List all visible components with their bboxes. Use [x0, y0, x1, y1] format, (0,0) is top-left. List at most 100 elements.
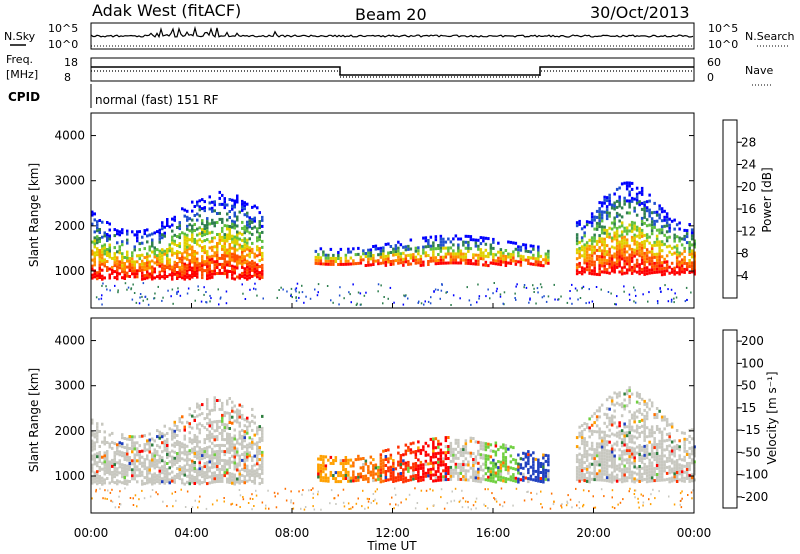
echo-cell — [608, 202, 611, 206]
speckle-cell — [395, 503, 397, 506]
speckle-cell — [454, 487, 457, 490]
echo-cell — [163, 478, 166, 482]
speckle-cell — [197, 289, 200, 291]
echo-cell — [148, 263, 151, 267]
echo-cell — [474, 473, 478, 477]
echo-cell — [547, 472, 550, 476]
echo-cell — [176, 440, 179, 443]
echo-cell — [196, 200, 199, 204]
echo-cell — [650, 431, 654, 435]
echo-cell — [685, 265, 689, 269]
echo-cell — [226, 254, 229, 258]
echo-cell — [603, 433, 606, 437]
echo-cell — [221, 404, 224, 408]
speckle-cell — [302, 489, 304, 492]
echo-cell — [206, 428, 209, 432]
echo-cell — [648, 262, 651, 266]
echo-cell — [603, 430, 606, 434]
echo-cell — [241, 226, 244, 230]
echo-cell — [588, 268, 591, 272]
echo-cell — [635, 240, 639, 244]
speckle-cell — [673, 503, 676, 506]
echo-cell — [258, 211, 261, 215]
echo-cell — [648, 479, 651, 483]
echo-cell — [585, 440, 589, 444]
echo-cell — [379, 477, 383, 481]
echo-cell — [603, 454, 606, 458]
echo-cell — [221, 247, 224, 251]
echo-cell — [332, 262, 335, 266]
echo-cell — [583, 437, 586, 441]
speckle-cell — [101, 303, 103, 306]
echo-cell — [615, 479, 619, 483]
echo-cell — [101, 256, 104, 260]
echo-cell — [223, 251, 226, 255]
echo-cell — [685, 453, 689, 456]
echo-cell — [675, 262, 679, 266]
echo-cell — [424, 254, 428, 258]
echo-cell — [434, 461, 438, 465]
echo-cell — [575, 475, 579, 479]
speckle-cell — [330, 299, 332, 302]
echo-cell — [444, 463, 448, 467]
echo-cell — [183, 452, 186, 456]
echo-cell — [357, 261, 360, 265]
echo-cell — [509, 475, 513, 479]
echo-cell — [91, 418, 94, 422]
echo-cell — [141, 241, 144, 245]
echo-cell — [537, 458, 540, 462]
echo-cell — [367, 477, 370, 481]
speckle-cell — [670, 288, 673, 291]
echo-cell — [213, 260, 216, 264]
speckle-cell — [254, 282, 256, 285]
echo-cell — [625, 244, 629, 248]
echo-cell — [439, 243, 443, 247]
echo-cell — [218, 196, 221, 200]
speckle-cell — [462, 497, 464, 500]
echo-cell — [163, 463, 166, 467]
echo-cell — [608, 211, 611, 215]
echo-cell — [519, 472, 523, 476]
echo-cell — [605, 440, 609, 444]
echo-cell — [223, 429, 226, 433]
echo-cell — [605, 196, 609, 200]
echo-cell — [613, 255, 616, 259]
echo-cell — [680, 264, 684, 268]
speckle-cell — [357, 497, 359, 500]
echo-cell — [168, 267, 171, 271]
echo-cell — [633, 441, 636, 445]
echo-cell — [392, 477, 395, 480]
echo-cell — [580, 424, 584, 428]
echo-cell — [494, 453, 498, 457]
echo-cell — [141, 455, 144, 459]
echo-cell — [231, 439, 234, 443]
echo-cell — [103, 442, 106, 446]
echo-cell — [655, 240, 659, 244]
echo-cell — [128, 260, 131, 263]
echo-cell — [153, 231, 156, 235]
speckle-cell — [582, 505, 584, 508]
echo-cell — [608, 265, 611, 269]
speckle-cell — [485, 295, 487, 298]
echo-cell — [339, 474, 343, 478]
echo-cell — [404, 452, 408, 456]
speckle-cell — [623, 285, 625, 288]
echo-cell — [193, 434, 196, 437]
echo-cell — [121, 252, 124, 256]
echo-cell — [211, 432, 214, 436]
echo-cell — [178, 242, 181, 246]
echo-cell — [678, 269, 681, 273]
echo-cell — [133, 269, 136, 273]
echo-cell — [173, 474, 176, 478]
echo-cell — [457, 477, 460, 481]
echo-cell — [464, 478, 468, 482]
echo-cell — [347, 476, 350, 480]
echo-cell — [497, 478, 500, 482]
echo-cell — [439, 478, 443, 482]
echo-cell — [126, 443, 129, 447]
echo-cell — [153, 270, 156, 274]
echo-cell — [198, 265, 201, 269]
echo-cell — [504, 258, 508, 261]
echo-cell — [429, 437, 433, 441]
echo-cell — [322, 479, 325, 483]
